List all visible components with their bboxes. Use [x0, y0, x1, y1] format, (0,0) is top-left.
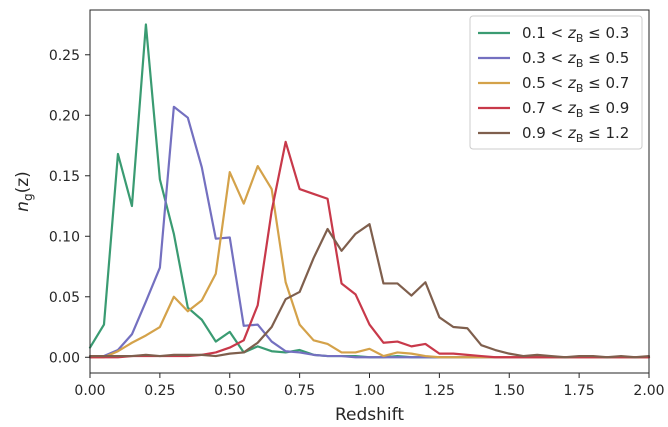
y-axis-label-main: n: [13, 201, 33, 212]
x-tick-label: 1.25: [424, 383, 455, 399]
y-axis-label: ng(z): [13, 171, 35, 212]
legend: 0.1 < zB ≤ 0.3 0.3 < zB ≤ 0.5 0.5 < zB ≤ 0…: [469, 15, 643, 150]
y-tick-label: 0.15: [49, 169, 80, 185]
series-line-4: [88, 140, 651, 359]
y-tick-label: 0.20: [49, 108, 80, 124]
x-axis-ticks: 0.00 0.25 0.50 0.75 1.00 1.25 1.50 1.75 2.00: [74, 373, 665, 399]
legend-label: 0.7 < zB ≤ 0.9: [522, 99, 629, 120]
series-lines: [88, 23, 651, 359]
y-tick-label: 0.25: [49, 48, 80, 64]
legend-item: 0.3 < zB ≤ 0.5: [478, 49, 629, 70]
y-tick-label: 0.10: [49, 229, 80, 245]
legend-item: 0.5 < zB ≤ 0.7: [478, 74, 629, 95]
x-tick-label: 0.25: [144, 383, 175, 399]
y-axis-ticks: 0.00 0.05 0.10 0.15 0.20 0.25: [49, 48, 90, 366]
legend-item: 0.9 < zB ≤ 1.2: [478, 124, 629, 145]
x-tick-label: 0.50: [214, 383, 245, 399]
legend-label: 0.5 < zB ≤ 0.7: [522, 74, 629, 95]
legend-item: 0.7 < zB ≤ 0.9: [478, 99, 629, 120]
series-line-3: [88, 164, 651, 359]
x-tick-label: 2.00: [633, 383, 664, 399]
y-axis-label-sub: g: [21, 193, 35, 201]
x-tick-label: 0.00: [74, 383, 105, 399]
series-line-5: [88, 223, 651, 359]
y-tick-label: 0.00: [49, 350, 80, 366]
legend-label: 0.3 < zB ≤ 0.5: [522, 49, 629, 70]
x-tick-label: 1.50: [494, 383, 525, 399]
x-axis-label: Redshift: [335, 405, 404, 425]
x-tick-label: 0.75: [284, 383, 315, 399]
x-tick-label: 1.00: [354, 383, 385, 399]
legend-label: 0.1 < zB ≤ 0.3: [522, 24, 629, 45]
y-tick-label: 0.05: [49, 290, 80, 306]
x-tick-label: 1.75: [564, 383, 595, 399]
legend-box: [469, 15, 643, 150]
legend-item: 0.1 < zB ≤ 0.3: [478, 24, 629, 45]
legend-label: 0.9 < zB ≤ 1.2: [522, 124, 629, 145]
y-axis-label-rest: (z): [13, 171, 33, 193]
